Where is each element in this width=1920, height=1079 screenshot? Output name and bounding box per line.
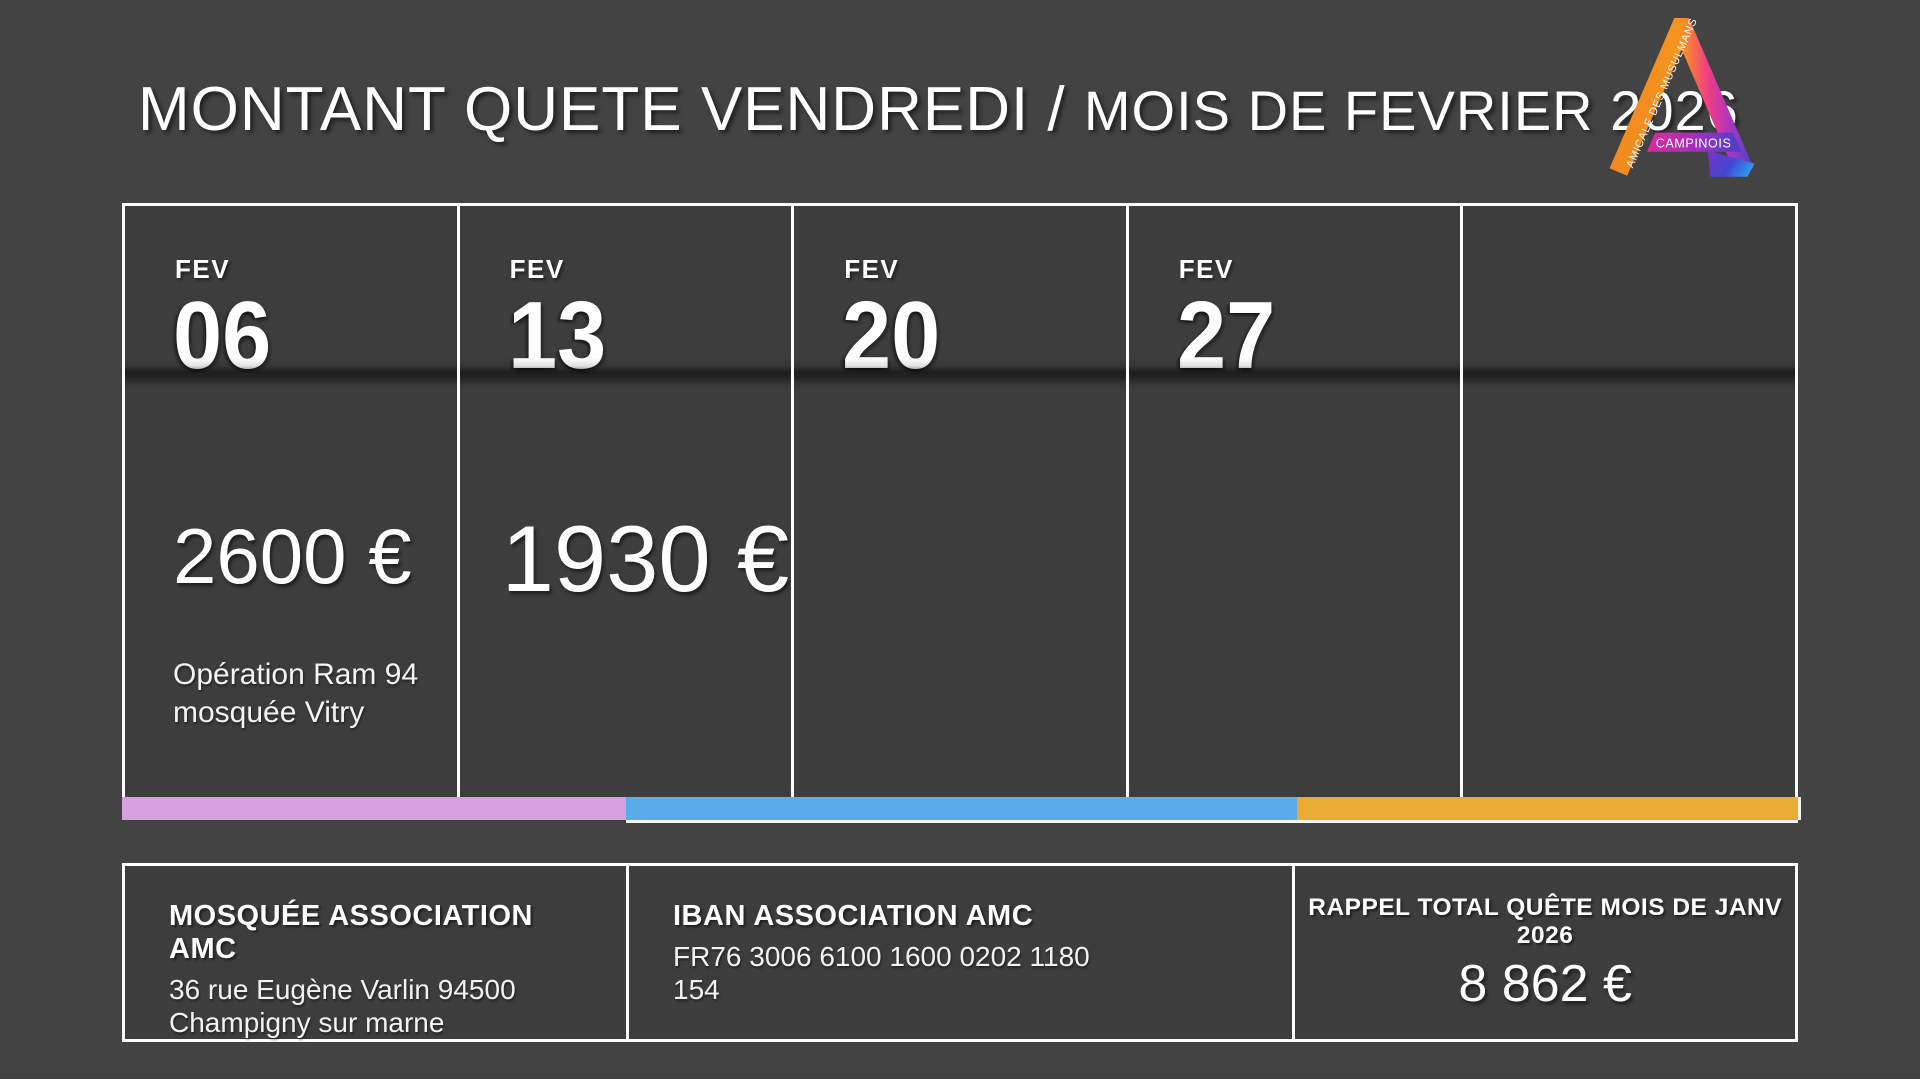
previous-total-amount: 8 862 € [1458,955,1632,1013]
logo-band-label: CAMPINOIS [1656,137,1732,151]
day-number: 27 [1176,282,1276,389]
progress-segment-pink [122,797,627,820]
month-label: FEV [1178,254,1234,284]
collection-note: Opération Ram 94 mosquée Vitry [173,658,419,730]
footer: MOSQUÉE ASSOCIATION AMC 36 rue Eugène Va… [122,863,1798,1042]
month-label: FEV [509,254,565,284]
calendar-board: FEV 06 2600 € Opération Ram 94 mosquée V… [122,203,1798,797]
footer-box-mosque-address: MOSQUÉE ASSOCIATION AMC 36 rue Eugène Va… [125,866,626,1039]
iban-heading: IBAN ASSOCIATION AMC [673,900,1034,932]
mosque-association-heading: MOSQUÉE ASSOCIATION AMC [169,900,533,965]
day-number: 13 [507,282,606,389]
logo-a-foot [1707,150,1755,177]
title-part-1: MONTANT QUETE VENDREDI / [138,75,1084,144]
progress-segment-orange [1296,797,1798,820]
calendar-column-empty [1460,206,1795,797]
previous-total-heading: RAPPEL TOTAL QUÊTE MOIS DE JANV 2026 [1308,894,1783,949]
calendar-column-fev-27: FEV 27 [1125,206,1461,797]
footer-box-iban: IBAN ASSOCIATION AMC FR76 3006 6100 1600… [626,866,1293,1039]
month-label: FEV [844,254,900,284]
collection-amount: 2600 € [173,512,412,600]
calendar-column-fev-13: FEV 13 1930 € [456,206,792,797]
calendar-fold-shadow [1463,358,1795,390]
mosque-address: 36 rue Eugène Varlin 94500 Champigny sur… [169,974,516,1039]
calendar-column-fev-20: FEV 20 [791,206,1126,797]
logo-a-shape [1609,18,1754,176]
calendar-column-fev-06: FEV 06 2600 € Opération Ram 94 mosquée V… [125,206,457,797]
logo-band [1647,132,1742,152]
collection-amount: 1930 € [501,506,790,611]
progress-bar [122,797,1798,820]
iban-number: FR76 3006 6100 1600 0202 1180 154 [673,941,1090,1006]
progress-segment-blue [626,797,1297,820]
month-label: FEV [175,254,231,284]
amc-logo-icon: CAMPINOIS AMICALE DES MUSULMANS [1609,18,1755,177]
day-number: 20 [842,282,941,389]
day-number: 06 [173,282,272,389]
page-title: MONTANT QUETE VENDREDI / MOIS DE FEVRIER… [138,74,1739,145]
footer-box-previous-total: RAPPEL TOTAL QUÊTE MOIS DE JANV 2026 8 8… [1292,866,1795,1039]
